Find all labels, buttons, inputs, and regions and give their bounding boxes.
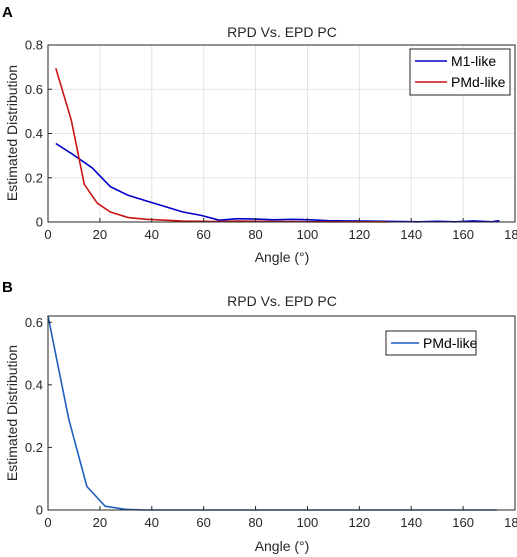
axes-box-b (47, 315, 516, 511)
x-tick-label-a: 80 (248, 227, 262, 242)
chart-title-a: RPD Vs. EPD PC (227, 24, 337, 40)
y-tick-label-a: 0.4 (25, 126, 43, 141)
x-tick-label-a: 20 (93, 227, 107, 242)
x-tick-label-b: 140 (400, 515, 422, 530)
y-tick-label-b: 0.2 (25, 440, 43, 455)
x-tick-label-b: 20 (93, 515, 107, 530)
legend-box-b (385, 330, 477, 356)
x-tick-label-b: 100 (297, 515, 319, 530)
y-tick-label-a: 0.6 (25, 82, 43, 97)
chart-panel-b: B RPD Vs. EPD PC 0 20 40 60 80 100 120 140 160 18… (2, 279, 517, 554)
panel-letter-b: B (2, 279, 13, 296)
x-tick-label-a: 140 (400, 227, 422, 242)
legend-b: PMd-like (385, 330, 478, 356)
x-tick-label-b: 160 (452, 515, 474, 530)
y-tick-label-b: 0 (36, 503, 43, 518)
x-tick-label-b: 0 (44, 515, 51, 530)
y-tick-label-a: 0 (36, 215, 43, 230)
x-ticks-b: 0 20 40 60 80 100 120 140 160 180 (44, 506, 517, 530)
x-ticks-a: 0 20 40 60 80 100 120 140 160 180 (44, 218, 517, 242)
y-tick-label-a: 0.2 (25, 170, 43, 185)
x-tick-label-b: 40 (145, 515, 159, 530)
x-tick-label-a: 120 (348, 227, 370, 242)
chart-panel-a: A RPD Vs. EPD PC 0 20 40 60 80 100 120 140 160 18… (2, 4, 517, 265)
series-line-m1-like-a (55, 142, 500, 223)
x-tick-label-b: 180 (504, 515, 517, 530)
x-tick-label-a: 0 (44, 227, 51, 242)
x-axis-label-b: Angle (°) (255, 538, 310, 554)
y-tick-label-b: 0.4 (25, 377, 43, 392)
chart-title-b: RPD Vs. EPD PC (227, 293, 337, 309)
legend-label-m1-like: M1-like (451, 53, 496, 69)
x-tick-label-b: 60 (196, 515, 210, 530)
y-tick-label-b: 0.6 (25, 315, 43, 330)
legend-box-a (409, 48, 511, 96)
x-tick-label-a: 160 (452, 227, 474, 242)
y-tick-label-a: 0.8 (25, 38, 43, 53)
panel-letter-a: A (2, 4, 13, 21)
legend-a: M1-like PMd-like (409, 48, 511, 96)
x-tick-label-b: 80 (248, 515, 262, 530)
y-ticks-a: 0 0.2 0.4 0.6 0.8 (25, 38, 52, 230)
x-axis-label-a: Angle (°) (255, 249, 310, 265)
x-tick-label-a: 40 (145, 227, 159, 242)
y-axis-label-b: Estimated Distribution (4, 345, 20, 481)
legend-label-pmd-like-a: PMd-like (451, 74, 506, 90)
legend-label-pmd-like-b: PMd-like (423, 335, 478, 351)
x-tick-label-a: 60 (196, 227, 210, 242)
y-ticks-b: 0 0.2 0.4 0.6 (25, 315, 52, 518)
x-tick-label-a: 180 (504, 227, 517, 242)
y-axis-label-a: Estimated Distribution (4, 65, 20, 201)
x-tick-label-b: 120 (348, 515, 370, 530)
x-tick-label-a: 100 (297, 227, 319, 242)
